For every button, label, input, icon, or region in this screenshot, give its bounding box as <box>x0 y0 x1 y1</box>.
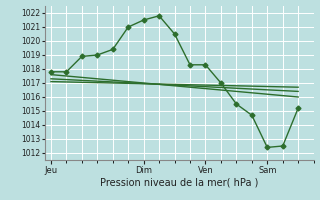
X-axis label: Pression niveau de la mer( hPa ): Pression niveau de la mer( hPa ) <box>100 177 258 187</box>
